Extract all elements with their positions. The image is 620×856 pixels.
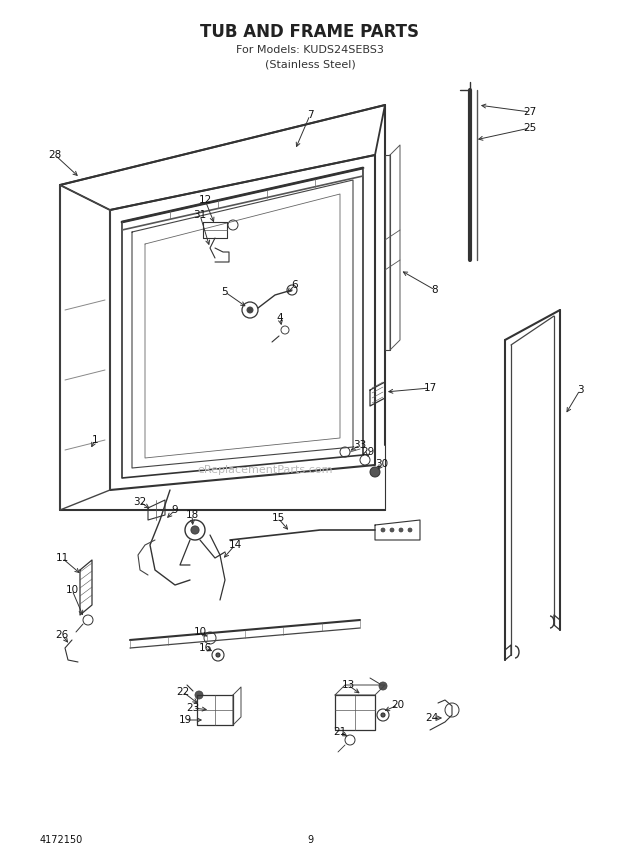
Circle shape <box>399 528 403 532</box>
Text: (Stainless Steel): (Stainless Steel) <box>265 59 355 69</box>
Text: 23: 23 <box>187 703 200 713</box>
Text: 1: 1 <box>92 435 99 445</box>
Text: 22: 22 <box>176 687 190 697</box>
Circle shape <box>370 467 380 477</box>
Text: 19: 19 <box>179 715 192 725</box>
Text: 4172150: 4172150 <box>40 835 83 845</box>
Text: 5: 5 <box>222 287 228 297</box>
Text: 28: 28 <box>48 150 61 160</box>
Text: 16: 16 <box>198 643 211 653</box>
Text: 7: 7 <box>307 110 313 120</box>
Text: 10: 10 <box>193 627 206 637</box>
Text: 32: 32 <box>133 497 146 507</box>
Text: 11: 11 <box>55 553 69 563</box>
Text: 6: 6 <box>291 280 298 290</box>
Circle shape <box>408 528 412 532</box>
Text: 3: 3 <box>577 385 583 395</box>
Text: 17: 17 <box>423 383 436 393</box>
Text: 9: 9 <box>172 505 179 515</box>
Text: 31: 31 <box>193 210 206 220</box>
Text: 4: 4 <box>277 313 283 323</box>
Text: For Models: KUDS24SEBS3: For Models: KUDS24SEBS3 <box>236 45 384 55</box>
Text: 8: 8 <box>432 285 438 295</box>
Text: 26: 26 <box>55 630 69 640</box>
Text: 14: 14 <box>228 540 242 550</box>
Circle shape <box>195 691 203 699</box>
Text: 9: 9 <box>307 835 313 845</box>
Circle shape <box>191 526 199 534</box>
Circle shape <box>247 307 253 313</box>
Text: 29: 29 <box>361 447 374 457</box>
Text: 25: 25 <box>523 123 537 133</box>
Text: 27: 27 <box>523 107 537 117</box>
Text: 13: 13 <box>342 680 355 690</box>
Circle shape <box>216 653 220 657</box>
Text: TUB AND FRAME PARTS: TUB AND FRAME PARTS <box>200 23 420 41</box>
Text: 12: 12 <box>198 195 211 205</box>
Text: 30: 30 <box>376 459 389 469</box>
Circle shape <box>379 682 387 690</box>
Text: 21: 21 <box>334 727 347 737</box>
Text: eReplacementParts.com: eReplacementParts.com <box>197 465 333 475</box>
Circle shape <box>381 528 385 532</box>
Circle shape <box>381 713 385 717</box>
Text: 15: 15 <box>272 513 285 523</box>
Text: 33: 33 <box>353 440 366 450</box>
Text: 24: 24 <box>425 713 438 723</box>
Circle shape <box>390 528 394 532</box>
Text: 10: 10 <box>66 585 79 595</box>
Text: 20: 20 <box>391 700 405 710</box>
Text: 18: 18 <box>185 510 198 520</box>
